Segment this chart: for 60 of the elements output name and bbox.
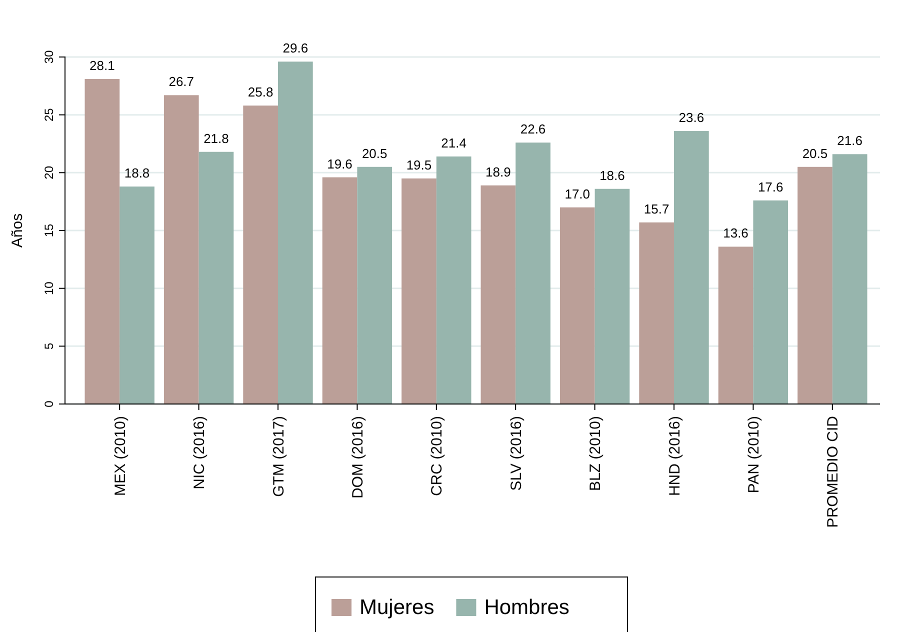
text: 23.6 bbox=[678, 110, 704, 126]
bar bbox=[674, 131, 709, 404]
bar bbox=[480, 185, 516, 404]
bar bbox=[718, 246, 754, 404]
x-tick-label: BLZ (2010) bbox=[587, 416, 604, 492]
y-tick-label: 15 bbox=[42, 224, 56, 238]
y-tick-label: 10 bbox=[42, 281, 56, 296]
text: 18.6 bbox=[600, 168, 625, 183]
bar bbox=[278, 62, 313, 404]
bar bbox=[436, 156, 472, 404]
x-tick-label: NIC (2016) bbox=[191, 416, 208, 490]
y-tick-label: 30 bbox=[42, 50, 56, 64]
y-tick-label: 0 bbox=[42, 400, 56, 408]
text: 18.9 bbox=[486, 164, 511, 180]
text: 20.5 bbox=[802, 146, 828, 161]
bar bbox=[120, 186, 154, 404]
x-tick-label: CRC (2010) bbox=[428, 416, 446, 496]
text: 17.0 bbox=[564, 186, 590, 202]
bar bbox=[798, 166, 832, 404]
y-axis-title: Años bbox=[9, 213, 26, 248]
text: 22.6 bbox=[520, 122, 546, 137]
y-tick-label: 25 bbox=[42, 108, 56, 122]
text: 21.8 bbox=[204, 130, 229, 146]
legend-label: Hombres bbox=[484, 596, 570, 619]
bar bbox=[639, 222, 674, 404]
bar bbox=[164, 95, 199, 404]
x-tick-label: DOM (2016) bbox=[349, 416, 366, 499]
text: 25.8 bbox=[248, 84, 274, 100]
text: 20.5 bbox=[362, 146, 388, 161]
y-tick-label: 20 bbox=[42, 166, 56, 180]
bar bbox=[516, 142, 550, 404]
text: 17.6 bbox=[758, 179, 784, 194]
bar bbox=[243, 106, 278, 404]
text: 21.4 bbox=[441, 135, 466, 150]
x-tick-label: MEX (2010) bbox=[112, 416, 129, 496]
text: 21.6 bbox=[837, 133, 862, 148]
x-tick-label: HND (2016) bbox=[666, 416, 684, 496]
bar bbox=[84, 78, 120, 404]
y-tick-label: 5 bbox=[42, 342, 56, 350]
bar bbox=[198, 152, 234, 404]
x-tick-label: GTM (2017) bbox=[270, 416, 288, 497]
text: 19.6 bbox=[327, 156, 352, 172]
text: 29.6 bbox=[282, 40, 308, 56]
text: 15.7 bbox=[644, 201, 670, 216]
x-tick-label: PAN (2010) bbox=[745, 416, 762, 494]
text: 19.5 bbox=[406, 157, 432, 172]
bar bbox=[753, 200, 788, 404]
x-tick-label: SLV (2016) bbox=[508, 416, 525, 491]
legend-label: Mujeres bbox=[360, 596, 434, 619]
text: 26.7 bbox=[168, 74, 194, 90]
text: 28.1 bbox=[90, 58, 115, 73]
text: 18.8 bbox=[124, 166, 150, 181]
bar bbox=[832, 154, 868, 404]
text: 13.6 bbox=[723, 226, 748, 241]
x-tick-label: PROMEDIO CID bbox=[824, 416, 842, 528]
bar bbox=[322, 177, 358, 404]
bar bbox=[402, 178, 436, 404]
bar bbox=[560, 207, 595, 404]
bar bbox=[594, 188, 630, 404]
bar bbox=[357, 166, 392, 404]
